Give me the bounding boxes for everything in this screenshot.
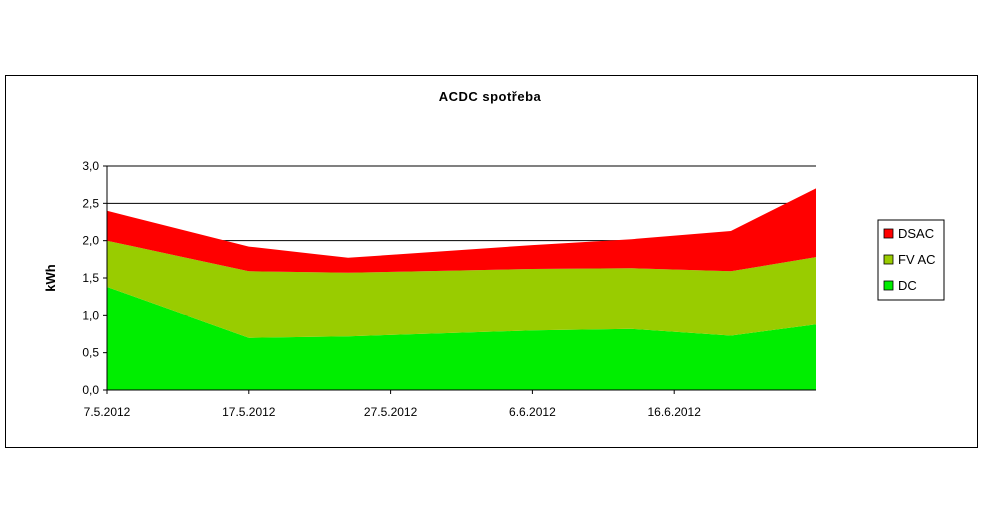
legend-swatch-dsac [883,228,894,239]
x-tick-label: 27.5.2012 [364,405,418,419]
y-tick-label: 0,5 [82,346,99,360]
x-tick-label: 17.5.2012 [222,405,276,419]
legend-label-dsac: DSAC [898,226,934,241]
x-tick-label: 16.6.2012 [648,405,702,419]
legend-swatch-fv-ac [883,254,894,265]
plot-area: 0,0 0,5 1,0 1,5 2,0 2,5 3,0 7.5.2012 17.5.2012 27… [82,159,816,419]
x-tick-label: 7.5.2012 [84,405,131,419]
y-tick-label: 3,0 [82,159,99,173]
area-series-fv-ac [107,240,816,338]
legend-label-dc: DC [898,278,917,293]
chart-title: ACDC spotřeba [439,89,542,104]
legend: DSAC FV AC DC [877,219,945,301]
y-tick-label: 2,5 [82,196,99,210]
legend-label-fv-ac: FV AC [898,252,936,267]
y-tick-label: 1,0 [82,308,99,322]
legend-swatch-dc [883,280,894,291]
area-series-dc [107,287,816,390]
y-tick-label: 1,5 [82,271,99,285]
area-series-dsac [107,188,816,273]
y-tick-label: 0,0 [82,383,99,397]
x-tick-label: 6.6.2012 [509,405,556,419]
y-axis-label: kWh [43,264,58,292]
y-tick-label: 2,0 [82,234,99,248]
